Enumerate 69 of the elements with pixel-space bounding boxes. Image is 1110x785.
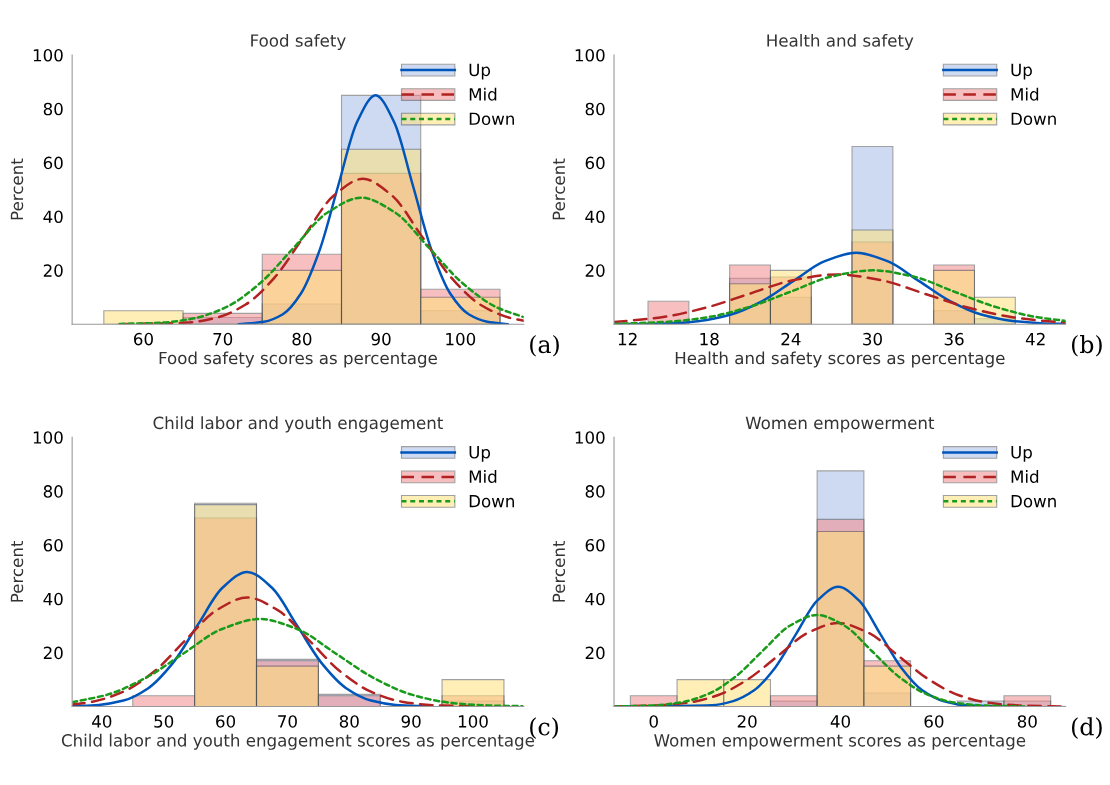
legend-label: Up <box>1011 446 1032 462</box>
legend-label: Down <box>469 112 514 126</box>
y-tick-label: 100 <box>33 431 63 444</box>
text: (d) <box>1071 717 1102 739</box>
y-tick-label: 60 <box>585 538 605 552</box>
x-axis-title: Food safety scores as percentage <box>159 351 437 368</box>
y-tick-label: 40 <box>43 210 63 224</box>
y-axis-title: Percent <box>552 540 566 602</box>
x-tick-label: 30 <box>863 332 882 346</box>
x-tick-label: 18 <box>700 332 719 346</box>
y-tick-label: 40 <box>585 210 605 224</box>
y-tick-label: 80 <box>585 485 605 498</box>
y-axis-title: Percent <box>10 158 24 220</box>
x-tick-label: 70 <box>213 332 233 346</box>
x-tick-label: 0 <box>649 715 658 728</box>
chart-title: Child labor and youth engagement <box>153 416 443 433</box>
x-tick-label: 20 <box>737 715 757 728</box>
text: (b) <box>1071 334 1102 357</box>
y-tick-label: 20 <box>43 264 63 277</box>
legend-label: Mid <box>1011 87 1039 101</box>
y-tick-label: 80 <box>43 102 63 116</box>
x-tick-label: 40 <box>92 715 112 728</box>
x-tick-label: 60 <box>216 715 236 728</box>
y-tick-label: 40 <box>43 592 63 606</box>
legend-label: Up <box>1011 63 1032 80</box>
x-tick-label: 100 <box>446 332 476 346</box>
x-tick-label: 36 <box>944 332 964 346</box>
y-tick-label: 20 <box>585 646 605 660</box>
legend-label: Down <box>469 495 514 508</box>
chart-title: Health and safety <box>767 33 914 51</box>
y-axis-title: Percent <box>552 158 566 220</box>
x-tick-label: 100 <box>458 715 488 728</box>
y-tick-label: 60 <box>585 156 605 170</box>
y-tick-label: 80 <box>585 102 605 116</box>
x-axis-title: Health and safety scores as percentage <box>675 351 1005 368</box>
x-tick-label: 12 <box>618 332 637 346</box>
x-tick-label: 50 <box>154 715 174 728</box>
y-tick-label: 40 <box>585 592 605 606</box>
legend-label: Mid <box>1011 470 1039 483</box>
legend-label: Mid <box>469 87 497 101</box>
x-tick-label: 80 <box>1017 715 1037 728</box>
y-tick-label: 100 <box>575 48 605 62</box>
x-tick-label: 40 <box>830 715 851 728</box>
chart-title: Women empowerment <box>745 416 935 433</box>
x-tick-label: 90 <box>401 715 421 728</box>
chart-title: Food safety <box>251 33 346 51</box>
y-tick-label: 20 <box>585 264 605 277</box>
x-tick-label: 80 <box>339 715 359 728</box>
x-tick-label: 42 <box>1025 332 1045 346</box>
x-tick-label: 70 <box>278 715 297 728</box>
legend-label: Down <box>1011 112 1056 126</box>
x-tick-label: 80 <box>292 332 312 346</box>
x-tick-label: 60 <box>134 332 153 346</box>
y-tick-label: 100 <box>575 431 605 444</box>
legend-label: Up <box>469 446 491 462</box>
x-tick-label: 24 <box>781 332 801 346</box>
x-tick-label: 60 <box>924 715 944 728</box>
legend-label: Mid <box>469 470 497 483</box>
x-tick-label: 90 <box>371 332 391 346</box>
text: (a) <box>530 334 559 357</box>
x-axis-title: Women empowerment scores as percentage <box>654 734 1026 750</box>
legend-label: Down <box>1011 495 1056 508</box>
y-tick-label: 80 <box>43 485 63 498</box>
y-axis-title: Percent <box>10 540 24 602</box>
y-tick-label: 100 <box>33 48 63 62</box>
legend-label: Up <box>469 63 491 80</box>
y-tick-label: 20 <box>43 646 63 660</box>
y-tick-label: 60 <box>43 156 63 170</box>
y-tick-label: 60 <box>43 538 63 552</box>
